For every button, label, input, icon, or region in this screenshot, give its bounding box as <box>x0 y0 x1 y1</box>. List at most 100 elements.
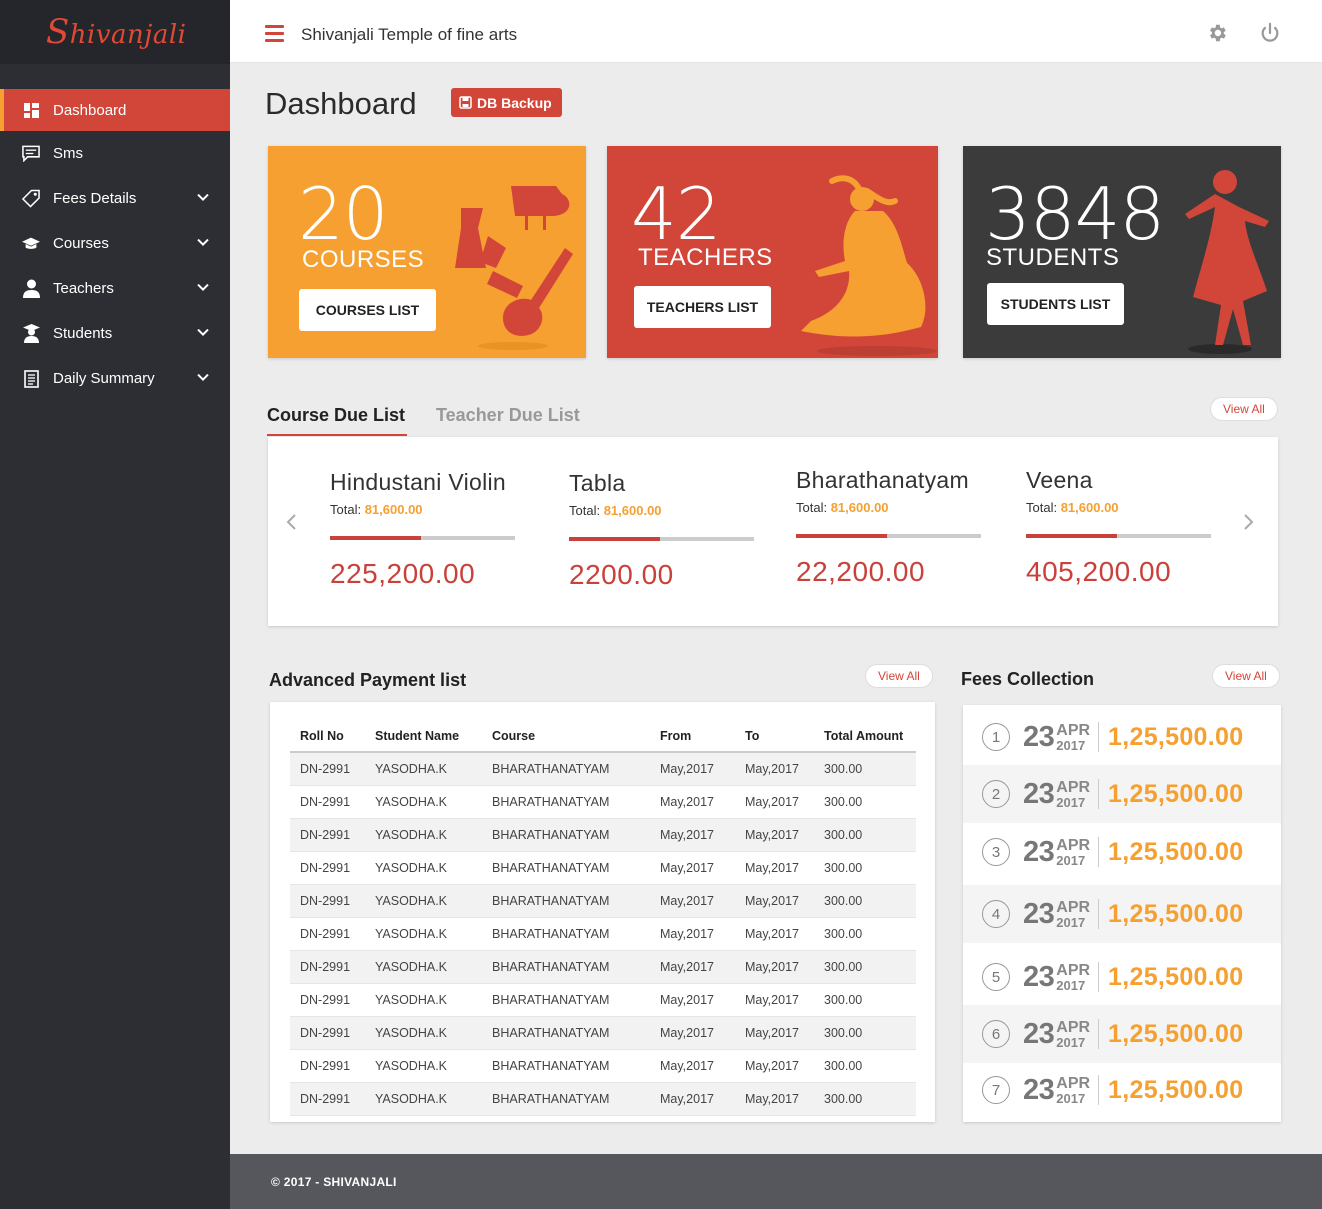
table-row[interactable]: DN-2991 YASODHA.K BHARATHANATYAM May,2017 Ma… <box>290 917 916 951</box>
due-course-name: Tabla <box>569 470 626 496</box>
due-item[interactable]: Hindustani Violin Total: 81,600.00 225,2… <box>330 469 520 590</box>
due-progress-bar <box>569 537 754 541</box>
table-row[interactable]: DN-2991 YASODHA.K BHARATHANATYAM May,2017 Ma… <box>290 884 916 918</box>
student-icon <box>22 324 40 343</box>
fee-row[interactable]: 3 23 APR 2017 1,25,500.00 <box>963 823 1281 881</box>
table-row[interactable]: DN-2991 YASODHA.K BHARATHANATYAM May,2017 Ma… <box>290 785 916 819</box>
table-row[interactable]: DN-2991 YASODHA.K BHARATHANATYAM May,2017 Ma… <box>290 1082 916 1116</box>
fee-index: 2 <box>982 780 1010 808</box>
logo[interactable]: Shivanjali <box>0 0 230 64</box>
advanced-view-all-button[interactable]: View All <box>865 664 933 688</box>
sidebar-nav: Dashboard Sms Fees Details Courses <box>0 89 230 401</box>
column-header[interactable]: Student Name <box>365 720 482 753</box>
due-progress-bar <box>330 536 515 540</box>
menu-toggle-icon[interactable] <box>265 25 284 42</box>
fee-year: 2017 <box>1056 977 1086 993</box>
due-total: Total: 81,600.00 <box>569 503 662 518</box>
courses-list-button[interactable]: COURSES LIST <box>299 289 436 331</box>
table-row[interactable]: DN-2991 YASODHA.K BHARATHANATYAM May,2017 Ma… <box>290 818 916 852</box>
teachers-list-button[interactable]: TEACHERS LIST <box>634 286 771 328</box>
fee-month: APR <box>1056 1074 1091 1092</box>
table-row[interactable]: DN-2991 YASODHA.K BHARATHANATYAM May,2017 Ma… <box>290 1049 916 1083</box>
sidebar-item-students[interactable]: Students <box>0 311 230 356</box>
table-cell: May,2017 <box>735 785 814 819</box>
sidebar-item-daily-summary[interactable]: Daily Summary <box>0 356 230 401</box>
copyright-text: © 2017 - SHIVANJALI <box>271 1175 397 1189</box>
sidebar-item-teachers[interactable]: Teachers <box>0 266 230 311</box>
page-title: Dashboard <box>265 86 417 121</box>
table-cell: YASODHA.K <box>365 785 482 819</box>
students-list-button[interactable]: STUDENTS LIST <box>987 283 1124 325</box>
fee-month-year: APR 2017 <box>1056 962 1090 993</box>
chevron-down-icon[interactable] <box>196 190 210 204</box>
chevron-down-icon[interactable] <box>196 370 210 384</box>
table-row[interactable]: DN-2991 YASODHA.K BHARATHANATYAM May,2017 Ma… <box>290 950 916 984</box>
due-view-all-button[interactable]: View All <box>1210 397 1278 421</box>
table-cell: YASODHA.K <box>365 983 482 1017</box>
fee-amount: 1,25,500.00 <box>1108 1075 1244 1104</box>
teacher-icon <box>22 279 40 298</box>
table-cell: May,2017 <box>650 1049 735 1083</box>
fee-month-year: APR 2017 <box>1056 722 1090 752</box>
table-cell: 300.00 <box>814 1082 916 1116</box>
fee-row[interactable]: 5 23 APR 2017 1,25,500.00 <box>963 948 1281 1006</box>
column-header[interactable]: Roll No <box>290 720 365 753</box>
table-cell: DN-2991 <box>290 1082 365 1116</box>
due-item[interactable]: Bharathanatyam Total: 81,600.00 22,200.0… <box>796 467 986 588</box>
fee-month: APR <box>1056 778 1091 796</box>
table-cell: May,2017 <box>735 884 814 918</box>
tab-course-due-list[interactable]: Course Due List <box>267 405 406 425</box>
fee-day: 23 <box>1023 777 1055 810</box>
sidebar-item-sms[interactable]: Sms <box>0 131 230 176</box>
sidebar-item-courses[interactable]: Courses <box>0 221 230 266</box>
fee-row[interactable]: 1 23 APR 2017 1,25,500.00 <box>963 708 1281 766</box>
table-row[interactable]: DN-2991 YASODHA.K BHARATHANATYAM May,2017 Ma… <box>290 983 916 1017</box>
fee-index: 5 <box>982 963 1010 991</box>
divider <box>1098 899 1100 929</box>
fee-month-year: APR 2017 <box>1056 899 1090 929</box>
top-header: Shivanjali Temple of fine arts <box>230 0 1322 63</box>
sidebar-item-label: Teachers <box>53 280 114 297</box>
chevron-left-icon[interactable] <box>284 513 300 531</box>
fee-row[interactable]: 7 23 APR 2017 1,25,500.00 <box>963 1061 1281 1119</box>
chevron-down-icon[interactable] <box>196 280 210 294</box>
table-cell: May,2017 <box>735 1049 814 1083</box>
chevron-down-icon[interactable] <box>196 235 210 249</box>
table-row[interactable]: DN-2991 YASODHA.K BHARATHANATYAM May,2017 Ma… <box>290 851 916 885</box>
sidebar-item-fees-details[interactable]: Fees Details <box>0 176 230 221</box>
fee-year: 2017 <box>1056 1034 1086 1050</box>
fee-row[interactable]: 4 23 APR 2017 1,25,500.00 <box>963 885 1281 943</box>
due-item[interactable]: Veena Total: 81,600.00 405,200.00 <box>1026 467 1216 588</box>
dashboard-icon <box>22 101 40 119</box>
tab-teacher-due-list[interactable]: Teacher Due List <box>436 405 580 425</box>
table-cell: May,2017 <box>735 818 814 852</box>
table-cell: May,2017 <box>735 851 814 885</box>
fee-row[interactable]: 6 23 APR 2017 1,25,500.00 <box>963 1005 1281 1063</box>
table-cell: May,2017 <box>650 818 735 852</box>
due-item[interactable]: Tabla Total: 81,600.00 2200.00 <box>569 470 759 591</box>
sidebar-item-dashboard[interactable]: Dashboard <box>0 89 230 131</box>
table-cell: DN-2991 <box>290 1049 365 1083</box>
fee-amount: 1,25,500.00 <box>1108 899 1244 928</box>
students-label: STUDENTS <box>986 244 1120 271</box>
gear-icon[interactable] <box>1206 22 1228 44</box>
fee-row[interactable]: 2 23 APR 2017 1,25,500.00 <box>963 765 1281 823</box>
column-header[interactable]: To <box>735 720 814 753</box>
table-cell: BHARATHANATYAM <box>482 1082 650 1116</box>
chevron-down-icon[interactable] <box>196 325 210 339</box>
chevron-right-icon[interactable] <box>1240 513 1256 531</box>
table-row[interactable]: DN-2991 YASODHA.K BHARATHANATYAM May,2017 Ma… <box>290 752 916 786</box>
db-backup-button[interactable]: DB Backup <box>451 88 562 117</box>
teachers-count: 42 <box>631 172 722 256</box>
table-cell: May,2017 <box>735 983 814 1017</box>
fees-view-all-button[interactable]: View All <box>1212 664 1280 688</box>
fee-amount: 1,25,500.00 <box>1108 837 1244 866</box>
column-header[interactable]: From <box>650 720 735 753</box>
column-header[interactable]: Course <box>482 720 650 753</box>
table-header-row: Roll No Student Name Course From To Tota… <box>290 720 916 753</box>
divider <box>1098 1019 1100 1049</box>
power-icon[interactable] <box>1259 22 1281 44</box>
column-header[interactable]: Total Amount <box>814 720 916 753</box>
table-row[interactable]: DN-2991 YASODHA.K BHARATHANATYAM May,2017 Ma… <box>290 1016 916 1050</box>
due-total: Total: 81,600.00 <box>796 500 889 515</box>
